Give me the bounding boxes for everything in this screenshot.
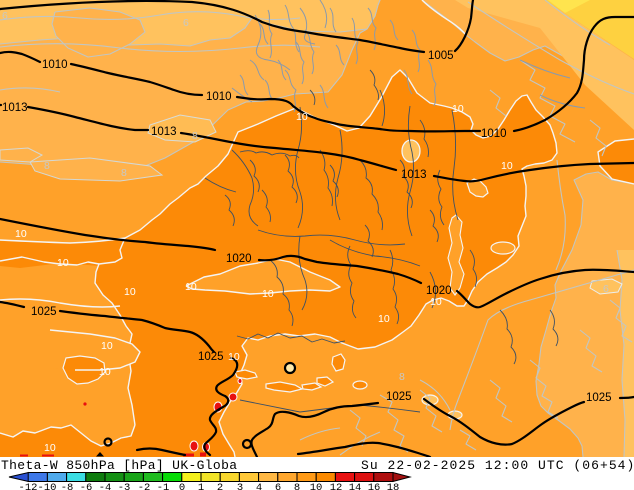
svg-text:1013: 1013: [151, 126, 177, 138]
svg-text:14: 14: [349, 482, 362, 490]
svg-text:6: 6: [2, 10, 8, 22]
svg-text:1013: 1013: [401, 169, 427, 181]
svg-text:8: 8: [44, 160, 50, 172]
svg-text:-6: -6: [80, 482, 93, 490]
svg-text:1025: 1025: [31, 306, 57, 318]
svg-text:Su 22-02-2025 12:00 UTC (06+54: Su 22-02-2025 12:00 UTC (06+54): [361, 458, 634, 473]
svg-text:8: 8: [399, 371, 405, 383]
svg-text:4: 4: [256, 482, 262, 490]
svg-text:1020: 1020: [426, 285, 452, 297]
svg-text:6: 6: [275, 482, 281, 490]
svg-text:1005: 1005: [428, 50, 454, 62]
svg-text:8: 8: [121, 167, 127, 179]
svg-text:10: 10: [501, 160, 513, 172]
svg-text:-8: -8: [61, 482, 74, 490]
svg-text:10: 10: [452, 103, 464, 115]
svg-text:1010: 1010: [42, 59, 68, 71]
svg-text:12: 12: [330, 482, 343, 490]
svg-text:2: 2: [217, 482, 223, 490]
svg-text:1025: 1025: [198, 351, 224, 363]
svg-text:1013: 1013: [2, 102, 28, 114]
svg-text:-2: -2: [138, 482, 151, 490]
svg-text:10: 10: [228, 351, 240, 363]
svg-text:10: 10: [101, 340, 113, 352]
svg-text:10: 10: [296, 111, 308, 123]
svg-text:-12: -12: [19, 482, 38, 490]
svg-text:10: 10: [15, 228, 27, 240]
svg-text:18: 18: [387, 482, 400, 490]
svg-text:10: 10: [262, 288, 274, 300]
svg-text:10: 10: [430, 296, 442, 308]
svg-text:10: 10: [378, 313, 390, 325]
svg-text:-3: -3: [118, 482, 131, 490]
svg-text:-10: -10: [38, 482, 57, 490]
svg-text:0: 0: [179, 482, 185, 490]
svg-text:10: 10: [124, 286, 136, 298]
svg-text:6: 6: [183, 17, 189, 29]
svg-text:1025: 1025: [386, 391, 412, 403]
svg-text:10: 10: [44, 442, 56, 454]
svg-text:1025: 1025: [586, 392, 612, 404]
svg-text:1020: 1020: [226, 253, 252, 265]
svg-text:10: 10: [99, 366, 111, 378]
svg-text:10: 10: [185, 281, 197, 293]
svg-text:-1: -1: [157, 482, 170, 490]
svg-text:3: 3: [237, 482, 243, 490]
svg-text:1010: 1010: [206, 91, 232, 103]
svg-text:16: 16: [368, 482, 381, 490]
svg-text:10: 10: [310, 482, 323, 490]
svg-text:-4: -4: [99, 482, 112, 490]
svg-text:10: 10: [57, 257, 69, 269]
svg-text:1010: 1010: [481, 128, 507, 140]
svg-text:6: 6: [603, 283, 609, 295]
svg-text:8: 8: [294, 482, 300, 490]
svg-text:Theta-W 850hPa [hPa] UK-Globa: Theta-W 850hPa [hPa] UK-Globa: [1, 458, 237, 473]
svg-text:8: 8: [192, 130, 198, 142]
svg-text:1: 1: [198, 482, 204, 490]
